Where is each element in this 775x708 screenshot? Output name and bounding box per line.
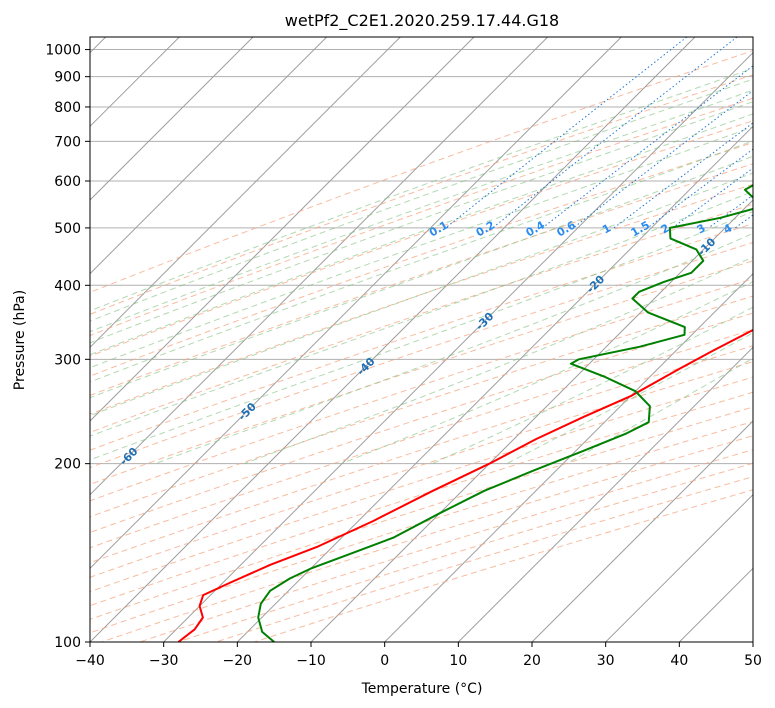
dry-adiabat bbox=[90, 312, 753, 534]
mixing-ratio-label: 0.1 bbox=[427, 218, 450, 239]
dry-adiabat bbox=[90, 361, 753, 578]
isotherm-line bbox=[90, 37, 696, 642]
x-tick-label: −30 bbox=[149, 653, 179, 669]
mixing-ratio-line bbox=[492, 37, 738, 229]
plot-frame bbox=[89, 36, 754, 643]
background-lines bbox=[90, 37, 753, 642]
y-axis-label: Pressure (hPa) bbox=[12, 290, 28, 390]
mixing-ratio-line bbox=[542, 65, 753, 229]
moist-adiabat bbox=[566, 357, 753, 465]
dry-adiabat bbox=[90, 278, 753, 502]
moist-adiabat bbox=[90, 126, 753, 369]
y-tick-label: 700 bbox=[54, 134, 81, 150]
y-tick-label: 600 bbox=[54, 174, 81, 190]
dry-adiabat bbox=[90, 120, 753, 357]
moist-adiabat bbox=[90, 67, 753, 312]
y-tick-label: 900 bbox=[54, 70, 81, 86]
y-tick-label: 1000 bbox=[45, 43, 81, 59]
y-tick-label: 500 bbox=[54, 221, 81, 237]
isotherm-line bbox=[384, 272, 753, 642]
mixing-ratio-label: 4 bbox=[721, 221, 734, 236]
mixing-ratio-label: 1 bbox=[600, 221, 613, 236]
dry-adiabat bbox=[90, 223, 753, 451]
mixing-ratio-labels: 0.1 0.2 0.4 0.6 1 1.5 2 3 4 bbox=[427, 218, 735, 239]
x-axis-label: Temperature (°C) bbox=[361, 681, 483, 697]
x-axis: −40 −30 −20 −10 0 10 20 30 40 50 bbox=[75, 642, 762, 669]
moist-adiabat bbox=[431, 306, 753, 465]
dry-adiabat bbox=[90, 329, 753, 549]
mixing-ratio-label: 0.2 bbox=[474, 218, 497, 239]
mixing-ratio-line bbox=[672, 167, 753, 229]
dry-adiabat bbox=[90, 295, 753, 518]
isotherm-line bbox=[90, 37, 328, 275]
dry-adiabat bbox=[90, 97, 753, 337]
dry-adiabat bbox=[90, 203, 753, 433]
dry-adiabat bbox=[90, 50, 753, 293]
chart-title: wetPf2_C2E1.2020.259.17.44.G18 bbox=[285, 11, 559, 31]
isotherm-line bbox=[605, 493, 753, 642]
dry-adiabat bbox=[177, 462, 753, 642]
mixing-ratio-label: 1.5 bbox=[629, 218, 652, 239]
moist-adiabat bbox=[90, 113, 753, 356]
isotherm-line bbox=[90, 37, 475, 422]
x-tick-label: −10 bbox=[296, 653, 326, 669]
moist-adiabat bbox=[506, 332, 753, 465]
mixing-ratio-line bbox=[445, 37, 688, 229]
dry-adiabat bbox=[90, 74, 753, 315]
isotherm-line bbox=[90, 37, 622, 570]
mixing-ratio-line bbox=[734, 214, 753, 229]
moist-adiabat bbox=[90, 190, 753, 437]
dewpoint-profile bbox=[257, 184, 753, 642]
y-axis: 100 200 300 400 500 600 700 800 900 1000 bbox=[45, 43, 90, 651]
sounding-profiles bbox=[177, 184, 753, 642]
dry-adiabat bbox=[90, 391, 753, 607]
dry-adiabat bbox=[90, 142, 753, 377]
y-tick-label: 300 bbox=[54, 352, 81, 368]
x-tick-label: 50 bbox=[744, 653, 762, 669]
y-tick-label: 200 bbox=[54, 457, 81, 473]
isotherm-line bbox=[678, 567, 753, 642]
isotherm-line bbox=[531, 420, 753, 642]
x-tick-label: −40 bbox=[75, 653, 105, 669]
moist-adiabat bbox=[341, 281, 753, 465]
y-tick-label: 800 bbox=[54, 100, 81, 116]
moist-adiabat bbox=[243, 256, 753, 465]
moist-adiabat bbox=[90, 140, 753, 383]
dry-adiabat bbox=[90, 376, 753, 593]
isotherm-line bbox=[457, 346, 753, 642]
mixing-ratio-label: 0.6 bbox=[554, 218, 578, 239]
dry-adiabat bbox=[90, 241, 753, 469]
isotherm-label: -60 bbox=[117, 445, 140, 468]
mixing-ratio-label: 0.4 bbox=[524, 218, 548, 239]
dry-adiabat bbox=[90, 260, 753, 485]
moist-adiabat bbox=[90, 78, 753, 322]
moist-adiabat bbox=[154, 232, 753, 465]
dry-adiabat bbox=[90, 163, 753, 396]
dry-adiabat bbox=[90, 183, 753, 415]
x-tick-label: 20 bbox=[523, 653, 541, 669]
x-tick-label: 10 bbox=[449, 653, 467, 669]
mixing-ratio-line bbox=[572, 90, 753, 229]
isotherm-line bbox=[90, 37, 401, 349]
isotherm-line bbox=[90, 37, 549, 496]
isotherm-line bbox=[90, 37, 254, 201]
x-tick-label: −20 bbox=[223, 653, 253, 669]
x-tick-label: 0 bbox=[380, 653, 389, 669]
isotherm-label: -70 bbox=[0, 488, 23, 511]
dry-adiabat bbox=[90, 345, 753, 564]
isotherm-line bbox=[310, 199, 753, 642]
y-tick-label: 400 bbox=[54, 278, 81, 294]
temperature-profile bbox=[177, 328, 753, 642]
isotherm-line bbox=[752, 641, 753, 642]
mixing-ratio-line bbox=[613, 122, 753, 229]
x-tick-label: 30 bbox=[597, 653, 615, 669]
isotherm-line bbox=[163, 51, 753, 642]
y-tick-label: 100 bbox=[54, 635, 81, 651]
isotherm-line bbox=[236, 125, 753, 642]
x-tick-label: 40 bbox=[670, 653, 688, 669]
dry-adiabat bbox=[215, 476, 753, 642]
